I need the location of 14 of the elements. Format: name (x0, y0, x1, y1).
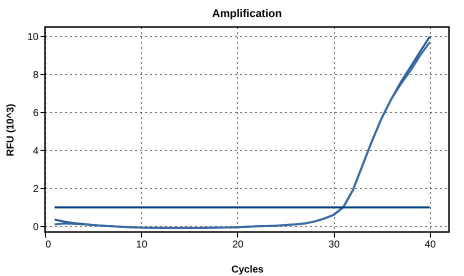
y-axis-title: RFU (10^3) (5, 104, 16, 156)
x-tick-label: 30 (328, 240, 340, 250)
y-tick-label: 10 (27, 32, 39, 43)
y-tick-label: 4 (32, 146, 39, 157)
x-axis-title: Cycles (231, 264, 264, 276)
x-tick-label: 10 (136, 240, 148, 250)
y-tick-label: 0 (32, 222, 39, 233)
y-tick-label: 8 (32, 70, 39, 81)
x-tick-label: 20 (232, 240, 244, 250)
chart-title: Amplification (212, 8, 282, 20)
x-tick-label: 0 (46, 240, 52, 250)
x-tick-label: 40 (424, 240, 436, 250)
y-tick-label: 2 (32, 184, 39, 195)
y-tick-label: 6 (32, 108, 39, 119)
